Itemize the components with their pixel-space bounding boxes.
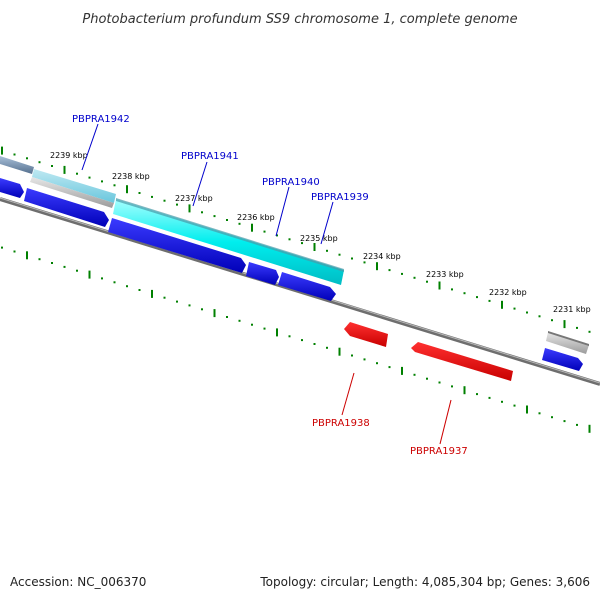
accession-text: Accession: NC_006370 [10, 575, 146, 589]
inner-tick-track [1, 246, 591, 433]
map-title: Photobacterium profundum SS9 chromosome … [82, 12, 517, 27]
gene-label-pbpra1937[interactable]: PBPRA1937 [410, 446, 468, 457]
cds-arrow-reverse-pbpra1937 [411, 342, 513, 381]
feature-grey-right [546, 332, 589, 354]
tick-label-2232: 2232 kbp [489, 288, 527, 297]
tick-label-2231: 2231 kbp [553, 305, 591, 314]
cds-arrow-forward [24, 188, 109, 227]
leader-line-pbpra1941 [192, 161, 208, 207]
gene-label-pbpra1938[interactable]: PBPRA1938 [312, 418, 370, 429]
tick-label-2238: 2238 kbp [112, 172, 150, 181]
feature-band-edge [116, 198, 344, 272]
feature-band-left-edge [0, 156, 34, 174]
cds-arrow-forward [108, 218, 246, 273]
cds-arrow-forward [246, 262, 279, 285]
feature-grey-right-edge [548, 331, 589, 346]
gene-label-pbpra1939[interactable]: PBPRA1939 [311, 192, 369, 203]
leader-line-pbpra1940 [275, 186, 290, 237]
gene-label-pbpra1941[interactable]: PBPRA1941 [181, 151, 239, 162]
gene-label-pbpra1942[interactable]: PBPRA1942 [72, 114, 130, 125]
feature-band-pbpra1941-1939 [113, 199, 344, 285]
leader-line-pbpra1939 [320, 201, 334, 245]
tick-label-2237: 2237 kbp [175, 194, 213, 203]
feature-band-pbpra1942 [32, 169, 116, 203]
leader-line-pbpra1937 [439, 399, 452, 445]
genome-summary-text: Topology: circular; Length: 4,085,304 bp… [259, 575, 590, 589]
cds-arrow-forward [0, 178, 24, 198]
tick-label-2233: 2233 kbp [426, 270, 464, 279]
leader-line-pbpra1942 [81, 123, 99, 171]
feature-band-pbpra1942-shadow [30, 177, 114, 208]
cds-arrow-forward [542, 348, 583, 371]
tick-label-2236: 2236 kbp [237, 213, 275, 222]
tick-label-2239: 2239 kbp [50, 151, 88, 160]
tick-label-2234: 2234 kbp [363, 252, 401, 261]
gene-label-pbpra1940[interactable]: PBPRA1940 [262, 177, 320, 188]
outer-tick-track [1, 146, 591, 333]
cds-arrow-reverse-pbpra1938 [344, 322, 388, 347]
cds-arrow-forward [278, 272, 336, 301]
leader-line-pbpra1938 [341, 372, 355, 416]
tick-label-2235: 2235 kbp [300, 234, 338, 243]
